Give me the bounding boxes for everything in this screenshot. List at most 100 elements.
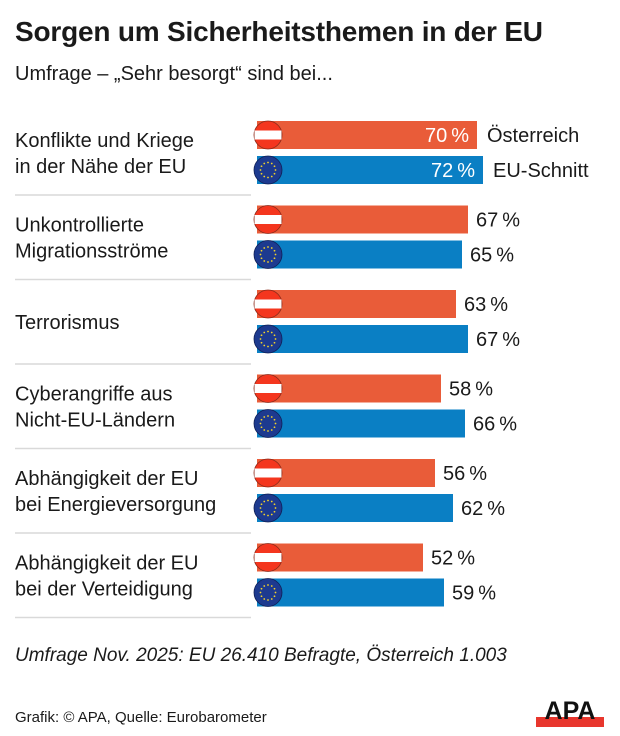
value-label: 58 % xyxy=(449,379,493,401)
eu-star xyxy=(270,162,273,165)
value-label: 63 % xyxy=(464,294,508,316)
eu-star xyxy=(267,430,269,432)
bar-eu xyxy=(257,578,444,607)
chart-title: Sorgen um Sicherheitsthemen in der EU xyxy=(15,16,543,47)
bar-austria xyxy=(257,374,441,403)
eu-star xyxy=(273,426,276,429)
eu-flag-icon xyxy=(253,324,283,354)
survey-note: Umfrage Nov. 2025: EU 26.410 Befragte, Ö… xyxy=(15,645,507,666)
category-label: bei Energieversorgung xyxy=(15,494,216,516)
category-group: Konflikte und Kriege in der Nähe der EU 70… xyxy=(15,120,589,196)
eu-star xyxy=(273,341,276,344)
eu-star xyxy=(270,331,273,334)
value-label: 67 % xyxy=(476,329,520,351)
source-credit: Grafik: © APA, Quelle: Eurobarometer xyxy=(15,709,267,726)
eu-star xyxy=(263,247,266,249)
category-label: Konflikte und Kriege xyxy=(15,130,194,152)
eu-star xyxy=(273,587,276,590)
eu-star xyxy=(270,429,273,431)
eu-star xyxy=(270,416,273,418)
eu-star xyxy=(263,598,266,600)
eu-star xyxy=(267,514,269,517)
eu-star xyxy=(273,418,276,421)
eu-star xyxy=(274,169,277,171)
eu-star xyxy=(273,165,276,168)
eu-flag-icon xyxy=(253,578,283,607)
bar-austria xyxy=(257,121,477,149)
eu-star xyxy=(274,591,277,594)
flag-blue xyxy=(253,324,283,354)
category-group: Abhängigkeit der EU bei der Verteidigung 5… xyxy=(15,543,496,619)
eu-star xyxy=(263,331,266,334)
eu-star xyxy=(274,338,277,340)
eu-star xyxy=(263,513,266,516)
category-label: bei der Verteidigung xyxy=(15,579,193,601)
austria-flag-icon xyxy=(253,289,283,319)
eu-star xyxy=(267,330,269,333)
eu-star xyxy=(263,175,266,178)
eu-star xyxy=(273,334,276,337)
legend-label: EU-Schnitt xyxy=(493,160,589,182)
eu-star xyxy=(274,422,277,425)
value-label: 70 % xyxy=(425,125,469,147)
eu-star xyxy=(260,510,263,513)
eu-star xyxy=(267,415,269,417)
eu-star xyxy=(274,253,277,256)
eu-star xyxy=(259,591,262,594)
flag-white-stripe xyxy=(254,384,282,393)
value-label: 72 % xyxy=(431,160,475,182)
eu-flag-icon xyxy=(253,155,283,185)
eu-flag-icon xyxy=(253,240,283,269)
flag-white-stripe xyxy=(254,130,282,140)
eu-star xyxy=(273,510,276,513)
eu-star xyxy=(259,169,262,171)
bar-eu xyxy=(257,156,483,184)
eu-star xyxy=(259,507,262,509)
eu-star xyxy=(267,161,269,164)
bar-austria xyxy=(257,543,423,572)
eu-star xyxy=(260,249,263,252)
eu-star xyxy=(260,172,263,175)
category-label: Nicht-EU-Ländern xyxy=(15,410,175,432)
eu-star xyxy=(270,175,273,178)
flag-blue xyxy=(253,155,283,185)
eu-star xyxy=(267,246,269,248)
chart-subtitle: Umfrage – „Sehr besorgt“ sind bei... xyxy=(15,63,333,85)
flag-white-stripe xyxy=(254,468,282,478)
eu-star xyxy=(270,598,273,600)
austria-flag-icon xyxy=(253,205,283,234)
eu-star xyxy=(260,587,263,590)
eu-star xyxy=(270,513,273,516)
value-label: 67 % xyxy=(476,210,520,232)
eu-flag-icon xyxy=(253,409,283,438)
bar-austria xyxy=(257,205,468,234)
bar-eu xyxy=(257,409,465,438)
eu-star xyxy=(270,344,273,347)
eu-star xyxy=(270,260,273,262)
eu-star xyxy=(267,599,269,601)
eu-star xyxy=(263,429,266,431)
flag-blue xyxy=(253,493,283,523)
eu-star xyxy=(263,500,266,503)
flag-blue xyxy=(253,578,283,607)
value-label: 52 % xyxy=(431,548,475,570)
value-label: 59 % xyxy=(452,583,496,605)
eu-star xyxy=(273,503,276,506)
eu-star xyxy=(273,172,276,175)
eu-star xyxy=(263,260,266,262)
eu-star xyxy=(260,165,263,168)
bar-eu xyxy=(257,494,453,522)
category-label: Migrationsströme xyxy=(15,241,168,263)
bar-chart: Konflikte und Kriege in der Nähe der EU 70… xyxy=(15,120,589,619)
eu-star xyxy=(263,162,266,165)
eu-star xyxy=(267,345,269,348)
eu-star xyxy=(259,422,262,425)
eu-star xyxy=(263,344,266,347)
eu-star xyxy=(259,253,262,256)
bar-eu xyxy=(257,325,468,353)
bar-eu xyxy=(257,240,462,269)
apa-logo-text: APA xyxy=(545,697,596,725)
eu-star xyxy=(273,257,276,260)
category-label: Abhängigkeit der EU xyxy=(15,468,198,490)
eu-flag-icon xyxy=(253,493,283,523)
